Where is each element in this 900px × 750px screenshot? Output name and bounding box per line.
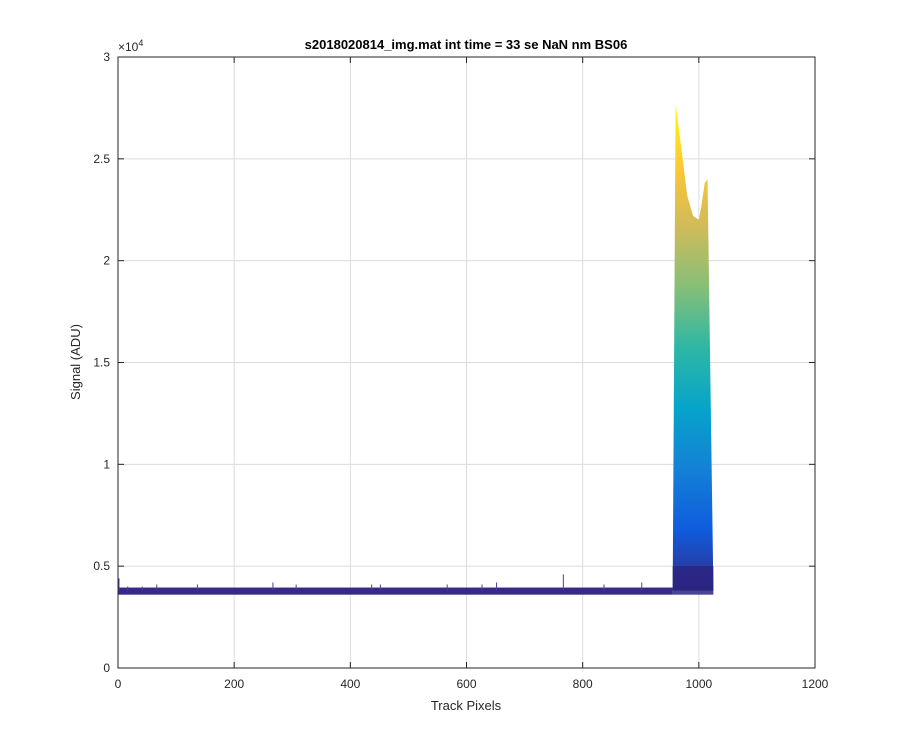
y-tick-label: 2 <box>103 254 110 268</box>
y-multiplier-base: ×10 <box>118 40 139 54</box>
y-tick-label: 0 <box>103 661 110 675</box>
axes-frame <box>117 56 816 669</box>
y-tick-label: 1.5 <box>93 356 110 370</box>
series-layer <box>118 103 714 595</box>
y-axis-label: Signal (ADU) <box>68 324 83 400</box>
x-tick-label: 400 <box>340 677 360 691</box>
y-tick-label: 2.5 <box>93 152 110 166</box>
x-axis-label: Track Pixels <box>431 698 502 713</box>
y-tick-label: 1 <box>103 457 110 471</box>
x-tick-labels: 0 200 400 600 800 1000 1200 <box>115 677 829 691</box>
x-tick-label: 600 <box>456 677 476 691</box>
chart-title: s2018020814_img.mat int time = 33 se NaN… <box>305 37 628 52</box>
peak-base <box>672 566 714 595</box>
y-multiplier-exponent: 4 <box>138 38 143 48</box>
y-multiplier: ×104 <box>118 38 143 54</box>
x-tick-label: 1200 <box>802 677 829 691</box>
peak-area <box>672 103 714 591</box>
y-tick-labels: 0 0.5 1 1.5 2 2.5 3 <box>93 50 110 675</box>
y-tick-label: 0.5 <box>93 559 110 573</box>
x-tick-label: 0 <box>115 677 122 691</box>
x-tick-label: 200 <box>224 677 244 691</box>
x-tick-label: 800 <box>573 677 593 691</box>
x-tick-label: 1000 <box>685 677 712 691</box>
y-tick-label: 3 <box>103 50 110 64</box>
baseline-band <box>118 587 673 595</box>
